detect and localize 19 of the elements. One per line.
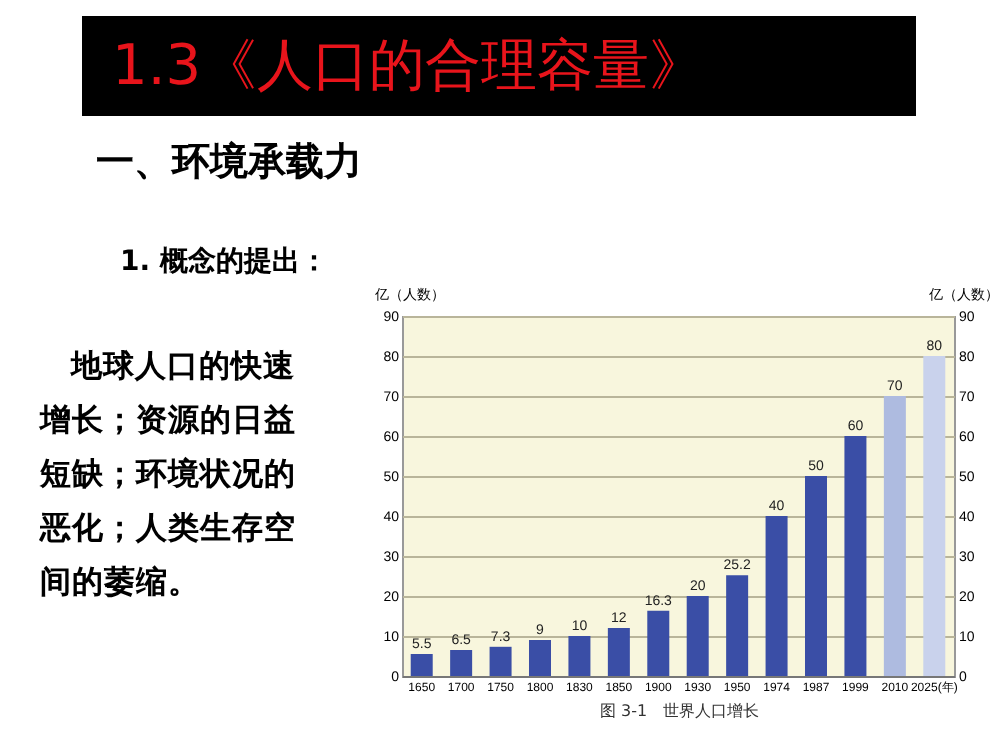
- chart-title: 1.3《人口的合理容量》: [82, 16, 916, 116]
- caption: 图 3-1 世界人口增长: [600, 700, 760, 722]
- text: 1. 概念的提出：: [120, 244, 328, 280]
- bar: [529, 640, 551, 676]
- bar: [410, 654, 433, 676]
- bar: [765, 516, 788, 676]
- bar: [923, 356, 946, 676]
- chart-subtitle: 一、环境承载力: [96, 138, 362, 188]
- bar: [726, 575, 749, 676]
- bar: [805, 476, 827, 676]
- bar: [844, 436, 867, 676]
- bar: [489, 646, 512, 676]
- bar: [883, 396, 906, 676]
- bar: [686, 596, 709, 676]
- bar: [607, 628, 630, 676]
- bar: [450, 650, 473, 676]
- bar: [647, 610, 670, 676]
- text: 地球人口的快速增长；资源的日益短缺；环境状况的恶化；人类生存空间的萎缩。: [40, 346, 298, 604]
- bar: [568, 636, 591, 676]
